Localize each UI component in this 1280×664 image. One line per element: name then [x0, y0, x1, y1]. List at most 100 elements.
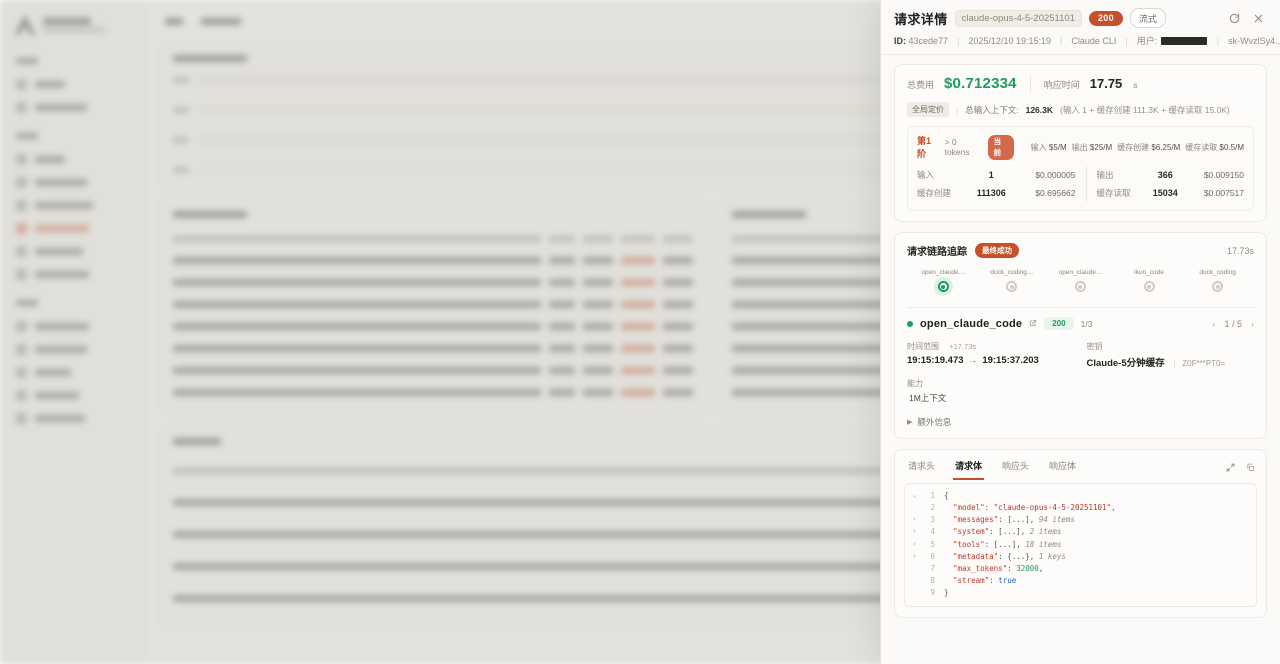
tier-rates: 输入 $5/M 输出 $25/M 缓存创建 $6.25/M 缓存读取 $0.5/M: [1026, 142, 1244, 153]
model-chip: claude-opus-4-5-20251101: [954, 9, 1082, 27]
background-nav-item: [10, 338, 134, 361]
tier-token-price: $0.009150: [1203, 170, 1244, 180]
trace-total-time: 17.73s: [1226, 245, 1254, 256]
table-row: [173, 294, 693, 316]
code-viewer[interactable]: ⌄ 1 {2 "model": "claude-opus-4-5-20251101"…: [904, 483, 1257, 608]
trace-node-0[interactable]: [909, 281, 978, 292]
table-row: [173, 360, 693, 382]
code-line: 9}: [909, 587, 1252, 599]
background-nav-item: [10, 148, 134, 171]
trace-node-dot-icon: [1143, 281, 1155, 292]
tier-rate-item: 输入 $5/M: [1030, 142, 1067, 152]
code-line: › 6 "metadata": {...}, 1 keys: [909, 551, 1252, 563]
code-line: › 4 "system": [...], 2 items: [909, 526, 1252, 538]
context-label: 总输入上下文:: [965, 104, 1019, 115]
duration-value: 17.75: [1089, 76, 1123, 91]
external-link-icon[interactable]: [1029, 319, 1037, 329]
fold-toggle-icon[interactable]: ⌄: [912, 491, 917, 499]
tab-响应头[interactable]: 响应头: [1002, 461, 1030, 471]
tab-响应体[interactable]: 响应体: [1049, 461, 1077, 471]
trace-node-2[interactable]: [1046, 281, 1115, 292]
trace-node-dot-icon: [1212, 281, 1224, 292]
background-nav-item: [10, 194, 134, 217]
trace-node-dot-icon: [937, 281, 949, 292]
trace-node-3[interactable]: [1115, 281, 1184, 292]
trace-node-1[interactable]: [978, 281, 1047, 292]
trace-node-dot-icon: [1074, 281, 1086, 292]
duration-unit: s: [1133, 80, 1138, 90]
redacted-user: [1160, 37, 1207, 45]
copy-icon[interactable]: [1246, 463, 1255, 475]
code-line-number: 6: [930, 551, 935, 561]
cost-row: 总费用 $0.712334 响应时间 17.75 s: [907, 75, 1254, 92]
cost-summary-card: 总费用 $0.712334 响应时间 17.75 s 全局定价 | 总输入上下文…: [894, 64, 1267, 222]
meta-separator: |: [1059, 35, 1063, 46]
capability-field: 能力 1M上下文: [907, 378, 1254, 404]
pager-prev-button[interactable]: ‹: [1212, 318, 1216, 329]
time-range-value: 19:15:19.473 → 19:15:37.203: [907, 355, 1039, 366]
background-table-left: [159, 199, 707, 415]
key-id: Z0F***PT0=: [1174, 359, 1226, 368]
key-field: 密钥 Claude-5分钟缓存 Z0F***PT0=: [1087, 341, 1255, 369]
fold-toggle-icon[interactable]: ›: [912, 527, 917, 536]
tier-token-key: 输入: [917, 170, 935, 180]
tier-token-count: 111306: [976, 188, 1006, 198]
panel-header: 请求详情 claude-opus-4-5-20251101 200 流式 ID:…: [881, 0, 1280, 55]
panel-scroll-body[interactable]: 总费用 $0.712334 响应时间 17.75 s 全局定价 | 总输入上下文…: [881, 55, 1280, 664]
trace-status-badge: 最终成功: [975, 243, 1019, 258]
pager-next-button[interactable]: ›: [1251, 318, 1254, 329]
fold-toggle-icon[interactable]: ›: [912, 551, 917, 560]
background-nav-item: [10, 407, 134, 430]
fold-toggle-icon[interactable]: ›: [912, 515, 917, 524]
tab-请求头[interactable]: 请求头: [908, 461, 936, 471]
background-nav-item: [10, 240, 134, 263]
extra-info-toggle[interactable]: ▶ 额外信息: [907, 416, 1254, 428]
background-nav-item: [10, 96, 134, 119]
status-badge: 200: [1089, 10, 1123, 26]
time-range-delta: +17.73s: [949, 342, 977, 351]
context-breakdown: (输入 1 + 缓存创建 111.3K + 缓存读取 15.0K): [1060, 104, 1230, 115]
close-icon[interactable]: [1250, 10, 1267, 27]
key-value: Claude-5分钟缓存 Z0F***PT0=: [1086, 358, 1226, 369]
node-detail-grid: 时间范围 +17.73s 19:15:19.473 → 19:15:37.203…: [907, 341, 1254, 369]
tier-current-badge: 当前: [987, 134, 1014, 160]
code-line: 2 "model": "claude-opus-4-5-20251101",: [909, 502, 1252, 514]
code-line: 7 "max_tokens": 32000,: [909, 563, 1252, 575]
code-line-text: "model": "claude-opus-4-5-20251101",: [953, 503, 1116, 513]
expand-icon[interactable]: [1226, 463, 1235, 475]
code-line-number: 5: [930, 539, 935, 549]
tier-token-cell: 输入 1 $0.000005: [917, 166, 1076, 184]
background-nav-item: [10, 73, 134, 96]
refresh-icon[interactable]: [1226, 10, 1243, 27]
time-range-field: 时间范围 +17.73s 19:15:19.473 → 19:15:37.203: [907, 341, 1075, 369]
tier-token-price: $0.007517: [1203, 188, 1244, 198]
trace-node-label: duck_coding…: [990, 269, 1034, 276]
background-nav-item: [10, 263, 134, 286]
time-range-label: 时间范围 +17.73s: [907, 342, 977, 351]
table-row: [173, 382, 693, 403]
user-field: 用户:: [1128, 34, 1217, 47]
trace-node-4[interactable]: [1183, 281, 1252, 292]
panel-meta-row: ID: 43cede77 | 2025/12/10 19:15:19 | Cla…: [894, 34, 1280, 47]
code-line-text: "system": [...], 2 items: [953, 527, 1062, 537]
code-line-text: "stream": true: [953, 575, 1017, 585]
table-row: [173, 272, 693, 294]
background-nav-item: [10, 384, 134, 407]
context-value: 126.3K: [1025, 104, 1054, 115]
background-nav-item: [10, 361, 134, 384]
code-line-number: 4: [930, 527, 935, 537]
selected-node-row: open_claude_code 200 1/3 ‹ 1 / 5 ›: [907, 317, 1254, 330]
pager-current: 1 / 5: [1224, 318, 1242, 329]
divider: [1029, 75, 1031, 92]
chevron-right-icon: ▶: [907, 419, 913, 426]
code-line-text: "messages": [...], 94 items: [953, 515, 1075, 525]
capability-label: 能力: [907, 379, 923, 388]
fold-toggle-icon[interactable]: ›: [912, 539, 917, 548]
background-nav-item: [10, 315, 134, 338]
tab-请求体[interactable]: 请求体: [953, 457, 985, 480]
stream-chip: 流式: [1129, 8, 1166, 28]
code-line: ⌄ 1 {: [909, 490, 1252, 502]
node-attempt: 1/3: [1080, 318, 1093, 329]
capability-value: 1M上下文: [909, 393, 947, 403]
code-line-text: "metadata": {...}, 1 keys: [953, 551, 1066, 561]
